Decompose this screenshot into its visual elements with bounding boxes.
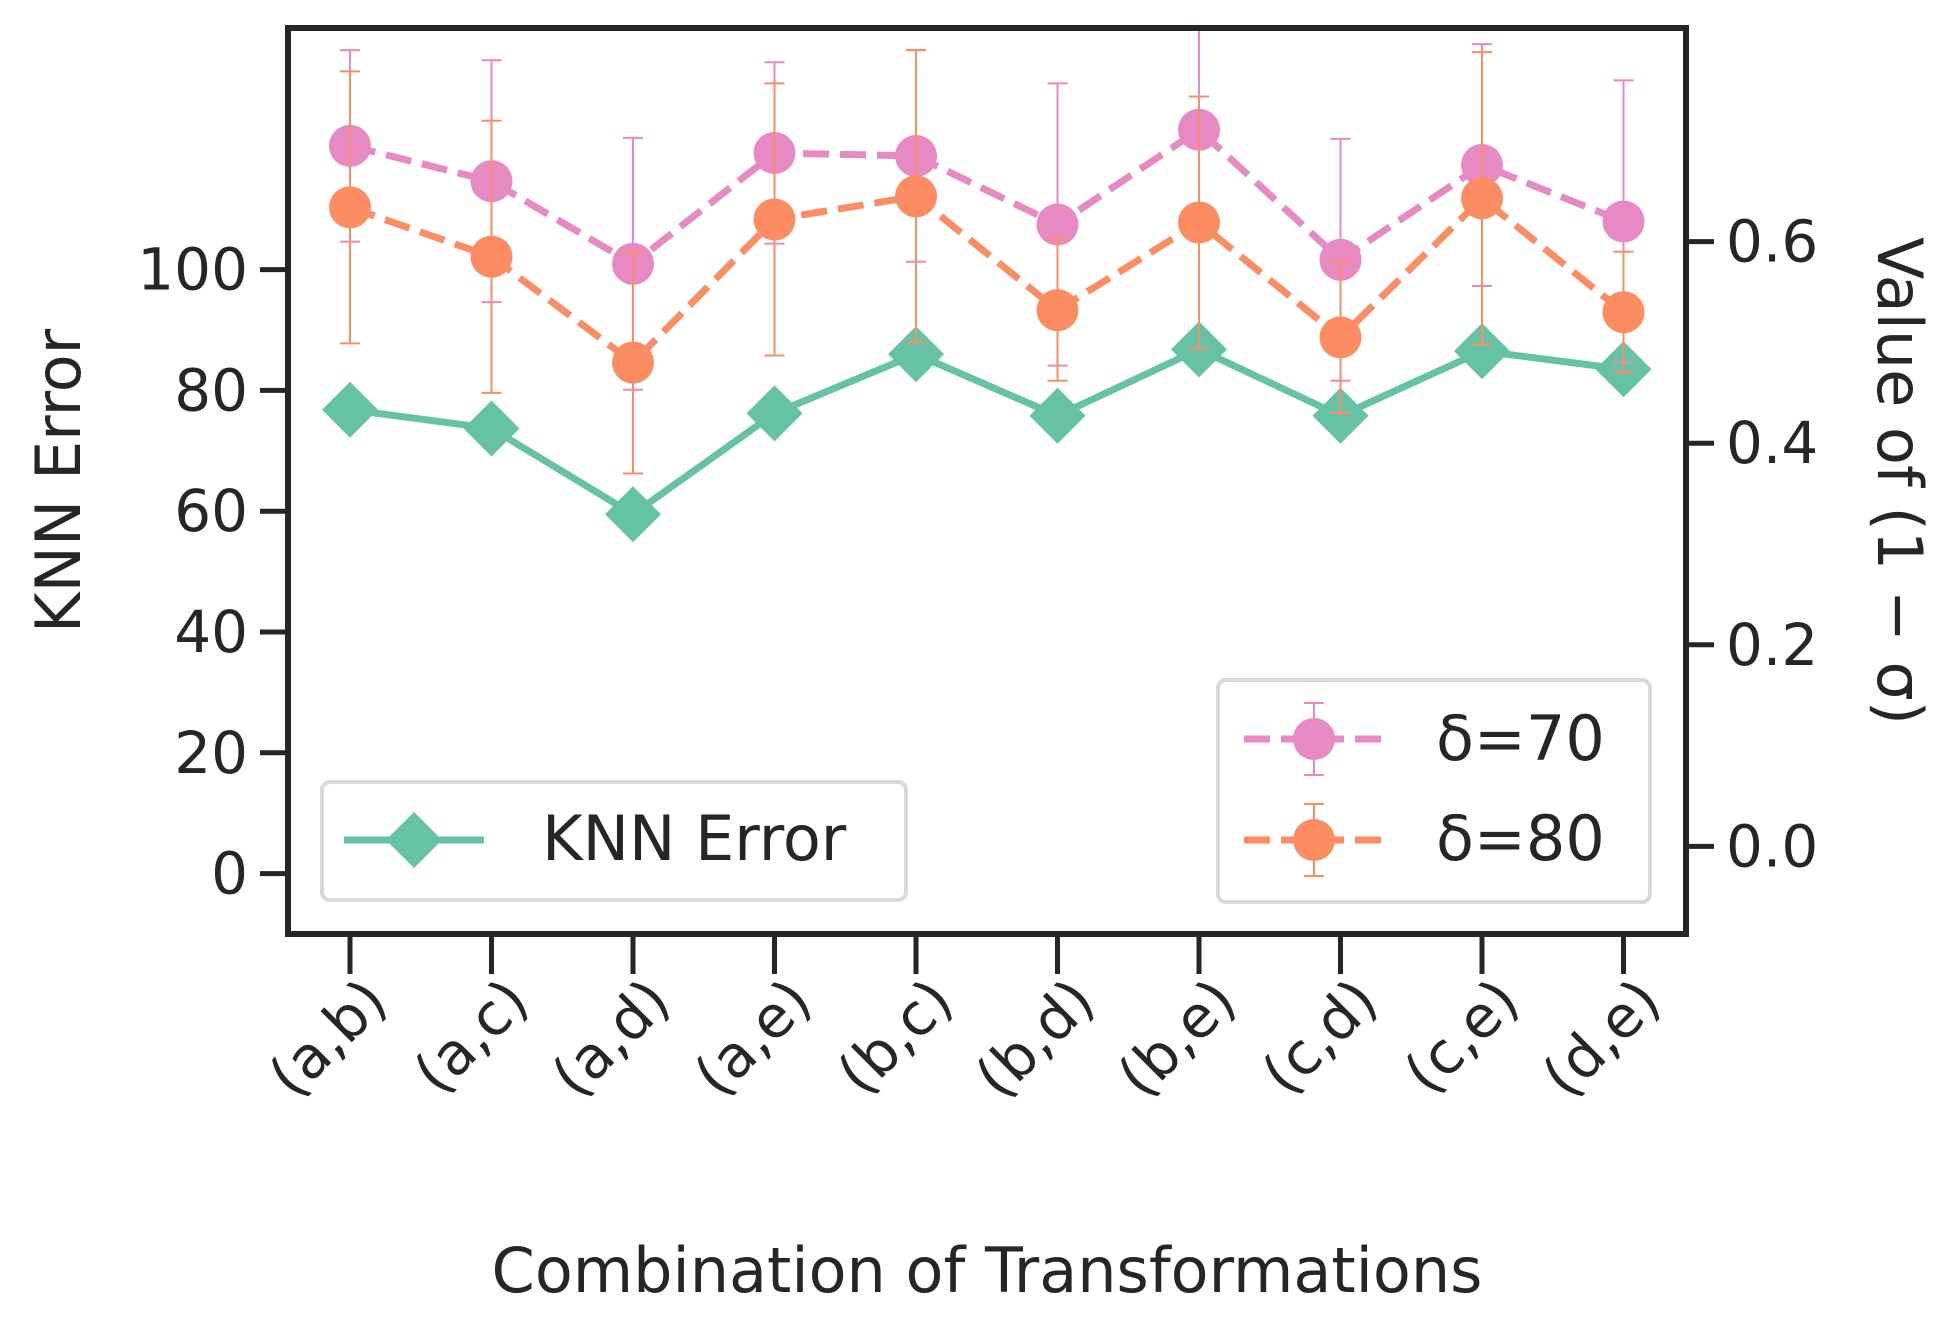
- data-point: [746, 385, 803, 442]
- x-tick-label: (d,e): [1529, 966, 1673, 1110]
- data-point: [322, 381, 378, 438]
- y-left-tick-label: 80: [174, 356, 248, 424]
- legend-delta: δ=70 δ=80: [1216, 678, 1652, 904]
- series-line: [348, 192, 1626, 367]
- data-point: [1029, 387, 1086, 444]
- data-point: [895, 175, 937, 218]
- legend-knn: KNN Error: [320, 780, 908, 902]
- y-left-tick-label: 40: [174, 598, 248, 666]
- legend-knn-box: [320, 780, 908, 902]
- legend-knn-label: KNN Error: [542, 802, 847, 875]
- x-tick-label: (b,e): [1105, 966, 1249, 1110]
- y-axis-left-title: KNN Error: [22, 328, 95, 633]
- x-tick-label: (a,d): [539, 966, 683, 1110]
- x-tick-label: (a,b): [256, 966, 400, 1110]
- data-point: [1319, 316, 1362, 359]
- y-right-tick-label: 0.6: [1726, 208, 1818, 276]
- data-point: [329, 186, 371, 229]
- y-left-tick-label: 0: [211, 840, 248, 908]
- legend-knn-marker: [386, 812, 442, 868]
- x-tick-label: (a,c): [401, 966, 542, 1107]
- data-point: [1602, 291, 1645, 334]
- x-tick-label: (b,d): [962, 966, 1107, 1111]
- x-tick-label: (b,c): [824, 966, 966, 1108]
- data-point: [1312, 387, 1369, 444]
- legend-delta80-marker: [1293, 819, 1335, 861]
- data-point: [470, 235, 513, 278]
- y-right-tick-label: 0.0: [1726, 812, 1818, 880]
- data-point: [1461, 177, 1503, 220]
- y-left-tick-label: 20: [174, 719, 248, 787]
- y-right-tick-label: 0.2: [1726, 611, 1818, 679]
- x-tick-label: (c,e): [1391, 966, 1532, 1107]
- data-point: [1602, 200, 1645, 243]
- y-right-tick-label: 0.4: [1726, 409, 1818, 477]
- series-line: [349, 345, 1624, 518]
- data-point: [612, 341, 654, 384]
- series-line: [349, 126, 1625, 268]
- y-left-tick-label: 100: [137, 236, 248, 304]
- data-point: [1319, 238, 1362, 281]
- x-tick-label: (a,e): [681, 966, 824, 1109]
- legend-delta80-label: δ=80: [1436, 802, 1605, 875]
- data-point: [463, 400, 520, 457]
- x-tick-label: (c,d): [1249, 966, 1391, 1108]
- data-point: [1036, 203, 1079, 246]
- x-axis-title: Combination of Transformations: [492, 1234, 1483, 1307]
- legend-delta70-marker: [1293, 718, 1335, 760]
- data-point: [1036, 289, 1079, 332]
- data-point: [1178, 201, 1220, 244]
- data-point: [605, 486, 661, 543]
- data-point: [753, 198, 796, 241]
- y-axis-right-title: Value of (1 − σ): [1863, 237, 1936, 725]
- data-point: [1454, 323, 1510, 380]
- plot-frame: [285, 25, 1689, 937]
- y-left-tick-label: 60: [174, 477, 248, 545]
- legend-delta70-label: δ=70: [1436, 702, 1605, 775]
- data-point: [888, 326, 944, 383]
